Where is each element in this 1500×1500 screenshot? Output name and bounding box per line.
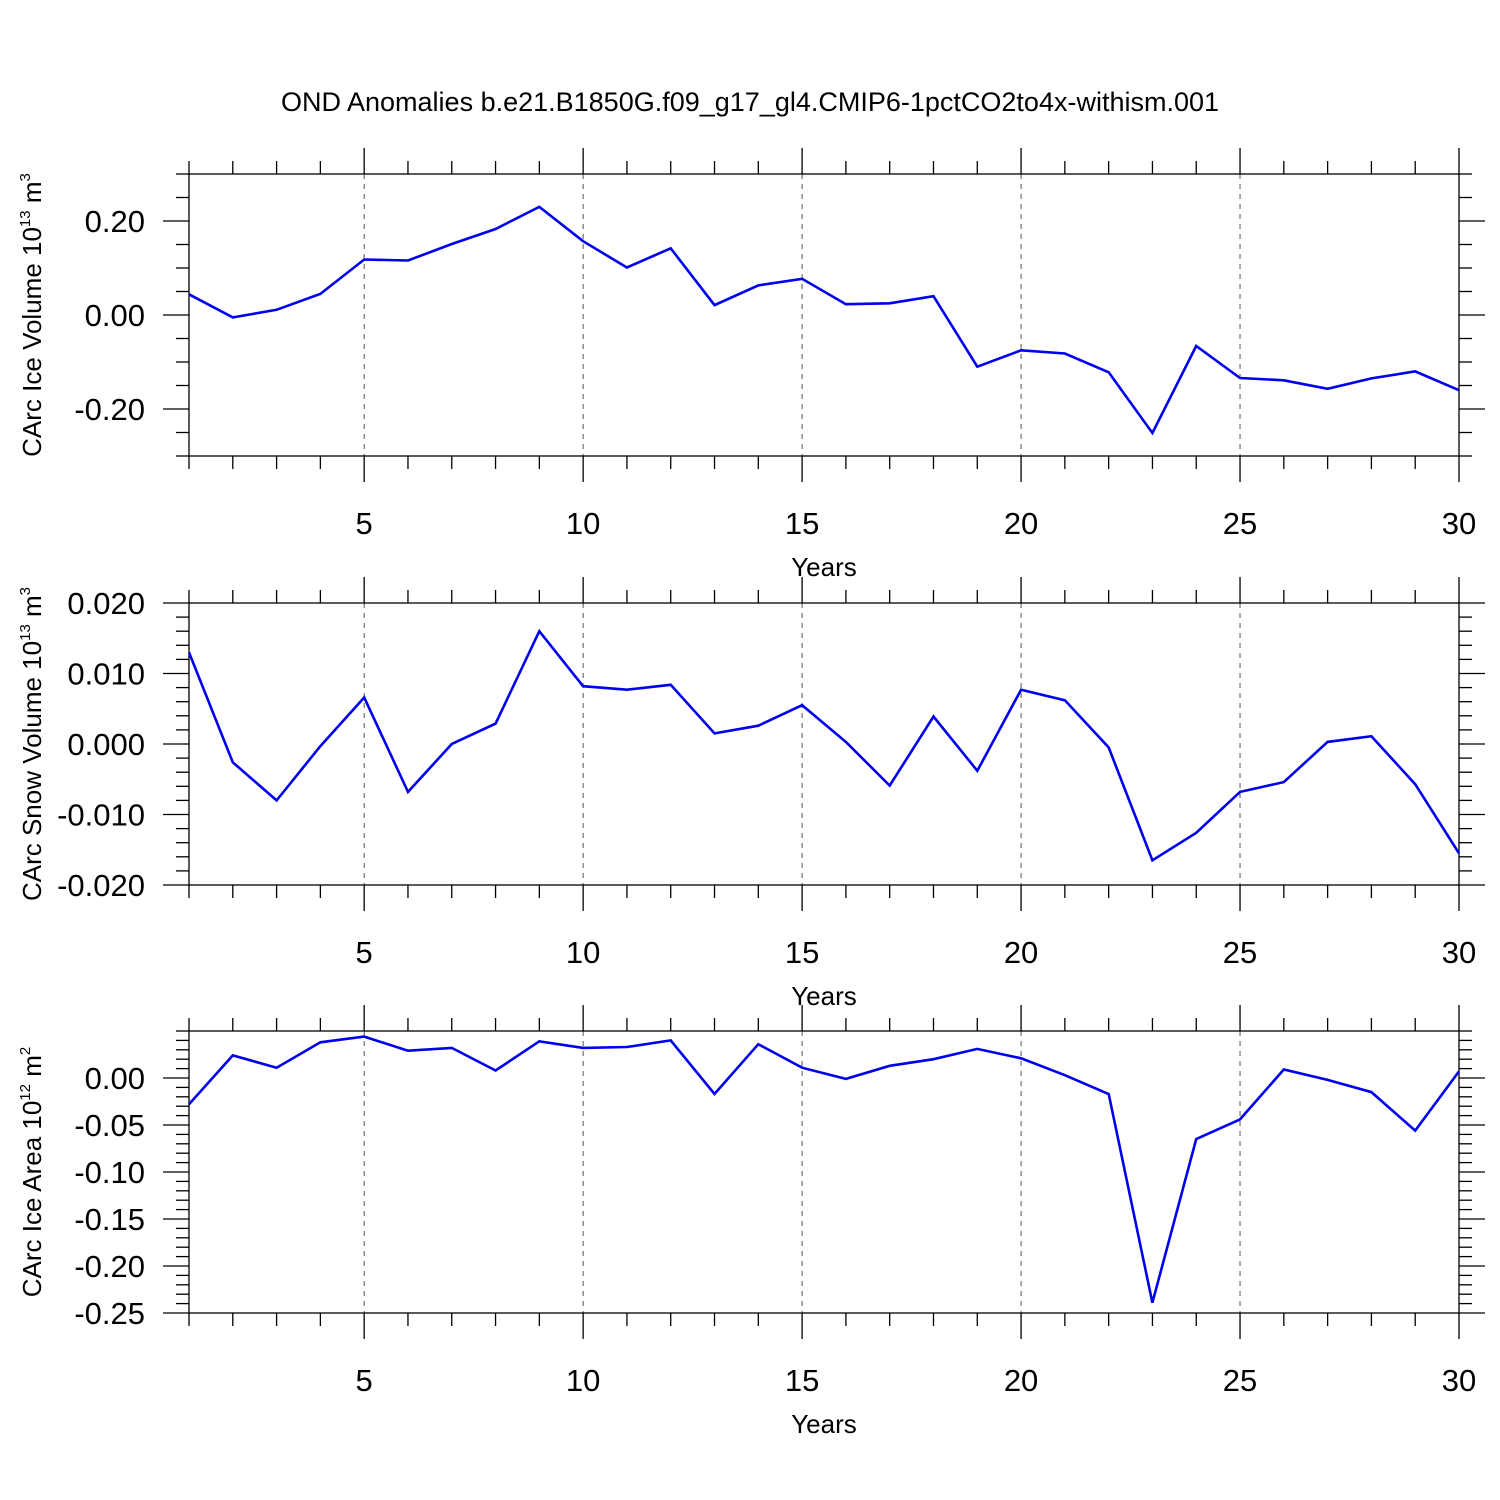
y-axis-label: CArc Ice Area 1012 m2 [17, 1047, 47, 1297]
y-tick-label: 0.00 [85, 1061, 145, 1096]
x-tick-label: 20 [1004, 506, 1038, 541]
x-axis-label: Years [791, 552, 857, 582]
y-tick-label: -0.10 [74, 1155, 145, 1190]
panel-2: 5 10 15 20 25 30 -0.020 -0.010 0.000 0.010 0.020 Ye… [17, 577, 1485, 1011]
x-tick-label: 25 [1223, 935, 1257, 970]
y-tick-label: 0.010 [67, 657, 145, 692]
series-line-1 [187, 628, 1461, 863]
chart-title: OND Anomalies b.e21.B1850G.f09_g17_gl4.C… [281, 87, 1219, 117]
y-tick-label: -0.15 [74, 1202, 145, 1237]
x-tick-label: 10 [566, 1363, 600, 1398]
series-line-1 [188, 205, 1460, 436]
y-tick-label: -0.25 [74, 1296, 145, 1331]
x-tick-label: 15 [785, 935, 819, 970]
x-tick-label: 5 [356, 1363, 373, 1398]
y-axis-label: CArc Snow Volume 1013 m3 [17, 587, 47, 901]
x-tick-label: 15 [785, 506, 819, 541]
y-axis-label: CArc Ice Volume 1013 m3 [17, 173, 47, 457]
x-tick-label: 5 [356, 935, 373, 970]
plot-frame [188, 1030, 1460, 1314]
x-axis-label: Years [791, 1409, 857, 1439]
x-tick-label: 20 [1004, 1363, 1038, 1398]
y-tick-label: -0.010 [57, 798, 145, 833]
y-tick-label: 0.020 [67, 586, 145, 621]
x-tick-label: 5 [356, 506, 373, 541]
panel-3: 5 10 15 20 25 30 -0.25 -0.20 -0.15 -0.10 -0.05 0.00… [17, 1005, 1485, 1439]
x-tick-label: 30 [1442, 1363, 1476, 1398]
plot-frame [188, 602, 1460, 886]
y-tick-label: 0.000 [67, 727, 145, 762]
series-line-1 [188, 1035, 1461, 1304]
x-axis-label: Years [791, 981, 857, 1011]
x-tick-label: 30 [1442, 935, 1476, 970]
y-tick-label: 0.20 [85, 204, 145, 239]
y-tick-label: -0.020 [57, 868, 145, 903]
x-tick-label: 30 [1442, 506, 1476, 541]
panel-1: 5 10 15 20 25 30 -0.20 0.00 0.20 Years CArc Ice Vo… [17, 148, 1485, 582]
x-tick-label: 25 [1223, 1363, 1257, 1398]
y-tick-label: -0.20 [74, 392, 145, 427]
y-tick-label: -0.05 [74, 1108, 145, 1143]
y-tick-label: -0.20 [74, 1249, 145, 1284]
x-tick-label: 20 [1004, 935, 1038, 970]
x-tick-label: 15 [785, 1363, 819, 1398]
x-tick-label: 10 [566, 935, 600, 970]
y-tick-label: 0.00 [85, 298, 145, 333]
x-tick-label: 10 [566, 506, 600, 541]
plot-frame [188, 173, 1460, 457]
x-tick-label: 25 [1223, 506, 1257, 541]
